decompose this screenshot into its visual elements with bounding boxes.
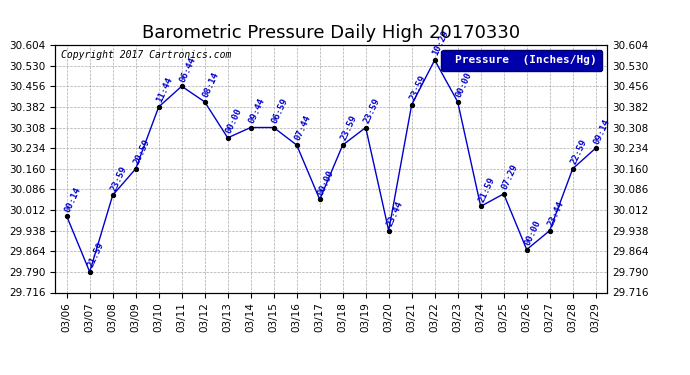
- Point: [84, 269, 95, 275]
- Point: [153, 104, 164, 110]
- Point: [291, 142, 302, 148]
- Text: 22:59: 22:59: [569, 138, 588, 166]
- Text: 09:14: 09:14: [592, 117, 611, 146]
- Text: 20:59: 20:59: [132, 138, 151, 166]
- Title: Barometric Pressure Daily High 20170330: Barometric Pressure Daily High 20170330: [142, 24, 520, 42]
- Point: [452, 99, 463, 105]
- Point: [130, 166, 141, 172]
- Text: 11:44: 11:44: [155, 76, 174, 104]
- Point: [567, 166, 578, 172]
- Point: [590, 145, 601, 151]
- Text: 21:59: 21:59: [477, 176, 496, 204]
- Point: [544, 228, 555, 234]
- Text: 23:59: 23:59: [339, 114, 358, 142]
- Point: [199, 99, 210, 105]
- Text: 00:00: 00:00: [523, 219, 542, 247]
- Text: 06:59: 06:59: [270, 96, 289, 125]
- Text: 21:59: 21:59: [86, 241, 105, 269]
- Point: [176, 83, 187, 89]
- Point: [475, 203, 486, 209]
- Point: [245, 124, 256, 130]
- Point: [429, 57, 440, 63]
- Text: 23:59: 23:59: [109, 164, 128, 192]
- Point: [107, 192, 118, 198]
- Point: [360, 124, 371, 130]
- Legend: Pressure  (Inches/Hg): Pressure (Inches/Hg): [442, 50, 602, 70]
- Text: 00:00: 00:00: [224, 107, 243, 135]
- Text: 00:00: 00:00: [316, 168, 335, 196]
- Text: 23:59: 23:59: [362, 96, 381, 125]
- Point: [222, 135, 233, 141]
- Point: [521, 247, 532, 253]
- Text: 08:14: 08:14: [201, 71, 220, 99]
- Point: [314, 196, 325, 202]
- Text: 00:00: 00:00: [454, 71, 473, 99]
- Text: 06:44: 06:44: [178, 55, 197, 84]
- Text: 09:44: 09:44: [247, 96, 266, 125]
- Point: [337, 142, 348, 148]
- Text: 10:29: 10:29: [431, 29, 450, 57]
- Point: [61, 213, 72, 219]
- Text: 23:44: 23:44: [546, 200, 565, 228]
- Text: 07:29: 07:29: [500, 163, 519, 191]
- Point: [406, 102, 417, 108]
- Point: [268, 124, 279, 130]
- Point: [383, 228, 394, 234]
- Text: 23:59: 23:59: [408, 74, 427, 102]
- Text: 00:14: 00:14: [63, 185, 82, 213]
- Point: [498, 191, 509, 197]
- Text: 07:44: 07:44: [293, 114, 312, 142]
- Text: 23:44: 23:44: [385, 200, 404, 228]
- Text: Copyright 2017 Cartronics.com: Copyright 2017 Cartronics.com: [61, 50, 231, 60]
